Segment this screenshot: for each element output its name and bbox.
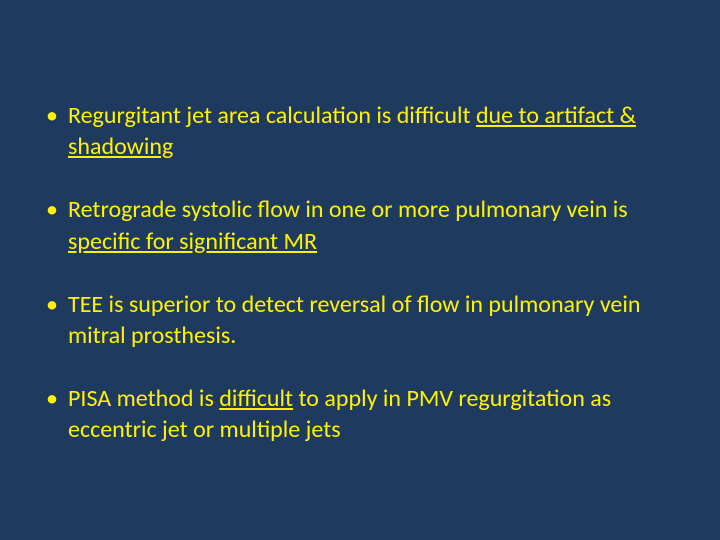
bullet-item: PISA method is difficult to apply in PMV… [40,383,680,445]
bullet-text: TEE is superior to detect reversal of fl… [68,290,640,350]
bullet-text: PISA method is [68,384,219,413]
bullet-text-underline: specific for significant MR [68,227,317,256]
bullet-list: Regurgitant jet area calculation is diff… [40,100,680,446]
bullet-item: Retrograde systolic flow in one or more … [40,194,680,256]
bullet-text: Regurgitant jet area calculation is diff… [68,101,476,130]
bullet-text: Retrograde systolic flow in one or more … [68,195,628,224]
bullet-text-underline: difficult [219,384,293,413]
bullet-item: Regurgitant jet area calculation is diff… [40,100,680,162]
bullet-item: TEE is superior to detect reversal of fl… [40,289,680,351]
